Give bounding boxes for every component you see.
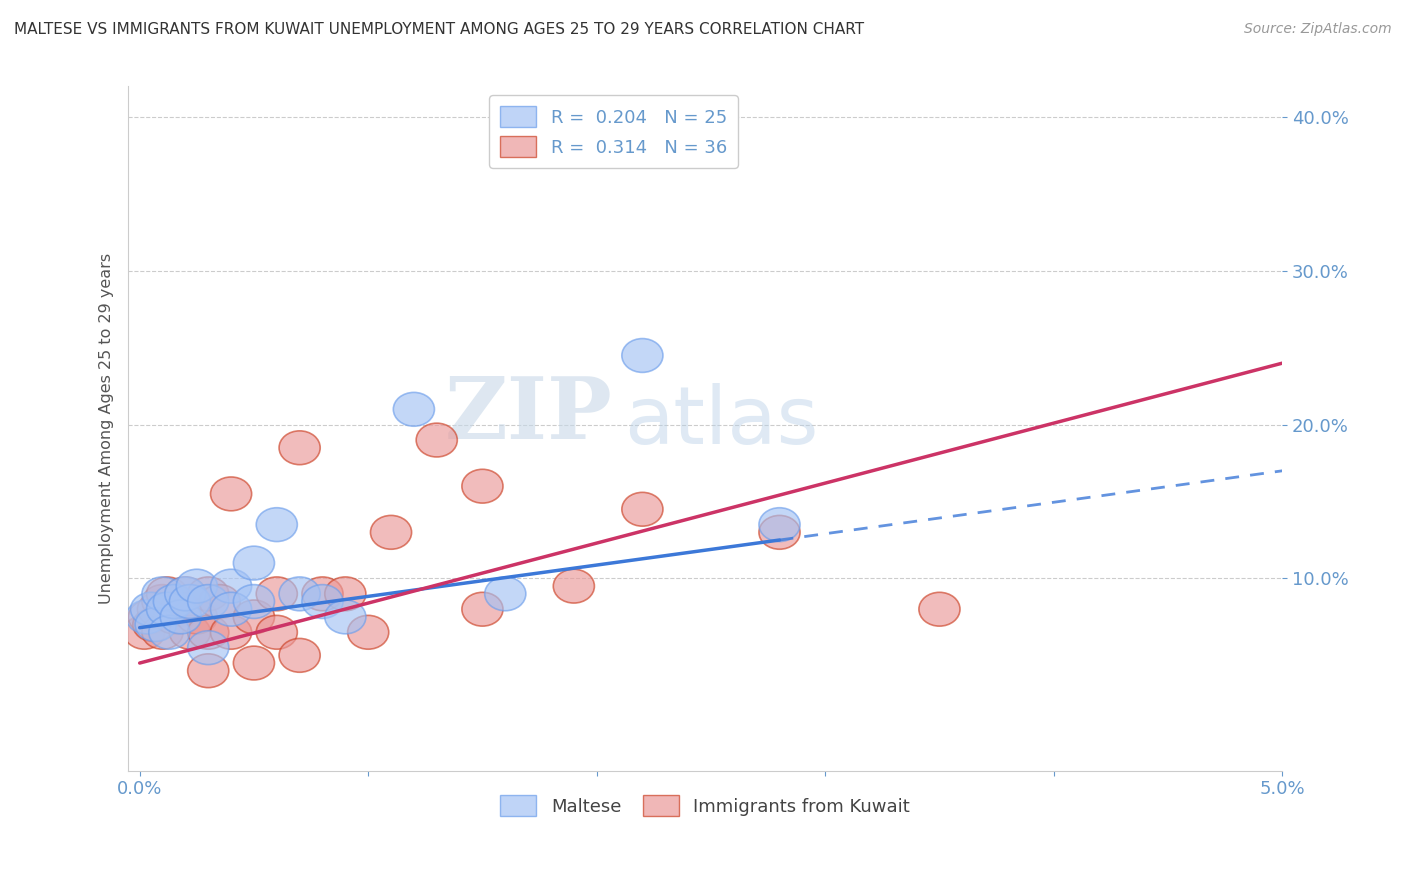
Ellipse shape [169,615,211,649]
Ellipse shape [187,577,229,611]
Ellipse shape [759,508,800,541]
Text: ZIP: ZIP [446,373,613,457]
Ellipse shape [200,584,240,618]
Ellipse shape [187,584,229,618]
Ellipse shape [146,592,187,626]
Ellipse shape [394,392,434,426]
Ellipse shape [124,615,165,649]
Ellipse shape [211,477,252,511]
Ellipse shape [131,592,172,626]
Ellipse shape [187,615,229,649]
Ellipse shape [233,646,274,680]
Ellipse shape [278,639,321,673]
Ellipse shape [463,469,503,503]
Ellipse shape [149,615,190,649]
Ellipse shape [347,615,388,649]
Ellipse shape [325,600,366,634]
Ellipse shape [256,615,297,649]
Ellipse shape [621,492,664,526]
Ellipse shape [160,600,201,634]
Ellipse shape [485,577,526,611]
Ellipse shape [211,615,252,649]
Ellipse shape [508,100,548,134]
Ellipse shape [176,569,218,603]
Ellipse shape [211,592,252,626]
Text: Source: ZipAtlas.com: Source: ZipAtlas.com [1244,22,1392,37]
Ellipse shape [554,569,595,603]
Text: atlas: atlas [624,383,818,460]
Ellipse shape [920,592,960,626]
Ellipse shape [278,431,321,465]
Ellipse shape [370,516,412,549]
Ellipse shape [135,607,176,641]
Ellipse shape [325,577,366,611]
Ellipse shape [127,600,167,634]
Ellipse shape [153,600,194,634]
Ellipse shape [153,584,194,618]
Ellipse shape [187,631,229,665]
Ellipse shape [165,577,205,611]
Ellipse shape [759,516,800,549]
Ellipse shape [256,577,297,611]
Ellipse shape [233,584,274,618]
Ellipse shape [416,423,457,457]
Legend: Maltese, Immigrants from Kuwait: Maltese, Immigrants from Kuwait [494,788,917,823]
Ellipse shape [302,577,343,611]
Ellipse shape [621,339,664,372]
Ellipse shape [233,600,274,634]
Ellipse shape [142,584,183,618]
Ellipse shape [256,508,297,541]
Ellipse shape [211,569,252,603]
Ellipse shape [146,577,187,611]
Text: MALTESE VS IMMIGRANTS FROM KUWAIT UNEMPLOYMENT AMONG AGES 25 TO 29 YEARS CORRELA: MALTESE VS IMMIGRANTS FROM KUWAIT UNEMPL… [14,22,865,37]
Ellipse shape [165,577,205,611]
Ellipse shape [138,592,179,626]
Ellipse shape [128,600,169,634]
Ellipse shape [142,577,183,611]
Ellipse shape [169,584,211,618]
Ellipse shape [160,592,201,626]
Ellipse shape [302,584,343,618]
Ellipse shape [142,615,183,649]
Ellipse shape [463,592,503,626]
Y-axis label: Unemployment Among Ages 25 to 29 years: Unemployment Among Ages 25 to 29 years [100,253,114,604]
Ellipse shape [132,607,174,641]
Ellipse shape [233,546,274,580]
Ellipse shape [278,577,321,611]
Ellipse shape [176,600,218,634]
Ellipse shape [187,654,229,688]
